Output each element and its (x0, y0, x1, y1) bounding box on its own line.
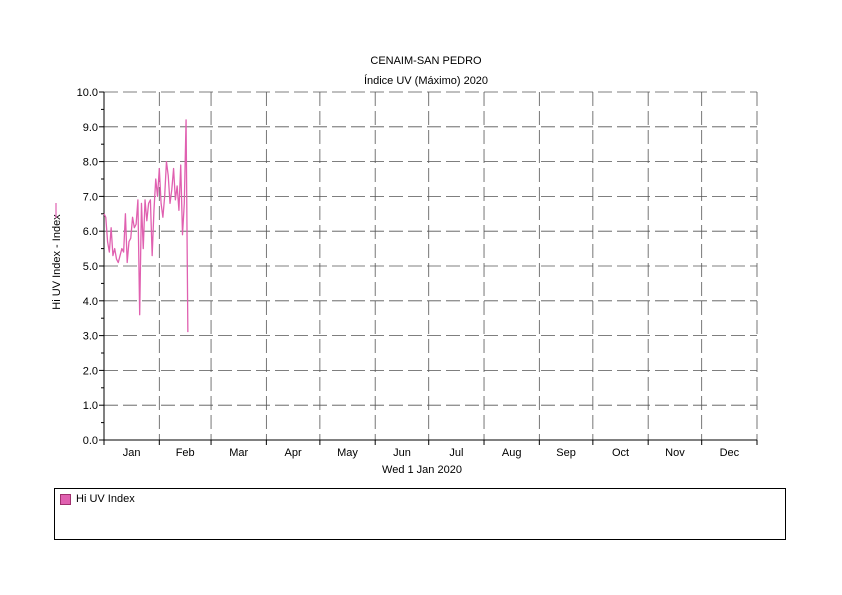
series-group (103, 119, 189, 333)
chart-subtitle: Índice UV (Máximo) 2020 (364, 74, 488, 87)
y-tick-label: 4.0 (83, 296, 98, 308)
axes (99, 91, 758, 445)
x-tick-label: Oct (612, 447, 629, 459)
y-tick-label: 5.0 (83, 261, 98, 273)
y-tick-label: 3.0 (83, 331, 98, 343)
y-tick-label: 2.0 (83, 365, 98, 377)
y-tick-label: 8.0 (83, 157, 98, 169)
legend-label: Hi UV Index (76, 493, 135, 505)
x-tick-label: Apr (285, 447, 302, 459)
chart-title: CENAIM-SAN PEDRO (370, 55, 482, 67)
grid-lines (104, 91, 758, 440)
series-line-hi-uv-index (103, 119, 189, 333)
x-tick-labels: Jan Feb Mar Apr May Jun Jul Aug Sep Oct Nov Dec (123, 447, 740, 459)
x-tick-label: Aug (502, 447, 522, 459)
legend: Hi UV Index (54, 488, 786, 540)
x-tick-label: May (337, 447, 358, 459)
x-tick-label: Feb (176, 447, 195, 459)
y-tick-label: 6.0 (83, 226, 98, 238)
x-tick-label: Jul (449, 447, 463, 459)
y-tick-label: 10.0 (77, 87, 98, 99)
y-tick-label: 1.0 (83, 400, 98, 412)
x-tick-label: Jun (393, 447, 411, 459)
x-tick-label: Mar (229, 447, 248, 459)
y-tick-label: 9.0 (83, 122, 98, 134)
x-tick-label: Jan (123, 447, 141, 459)
legend-swatch (60, 494, 71, 505)
x-tick-label: Nov (665, 447, 685, 459)
x-tick-label: Sep (556, 447, 576, 459)
x-tick-label: Dec (720, 447, 740, 459)
y-tick-labels: 0.0 1.0 2.0 3.0 4.0 5.0 6.0 7.0 8.0 9.0 10.0 (77, 87, 98, 447)
x-axis-label: Wed 1 Jan 2020 (382, 464, 462, 476)
y-tick-label: 0.0 (83, 435, 98, 447)
y-tick-label: 7.0 (83, 191, 98, 203)
y-axis-label: Hi UV Index - Index (51, 214, 63, 310)
